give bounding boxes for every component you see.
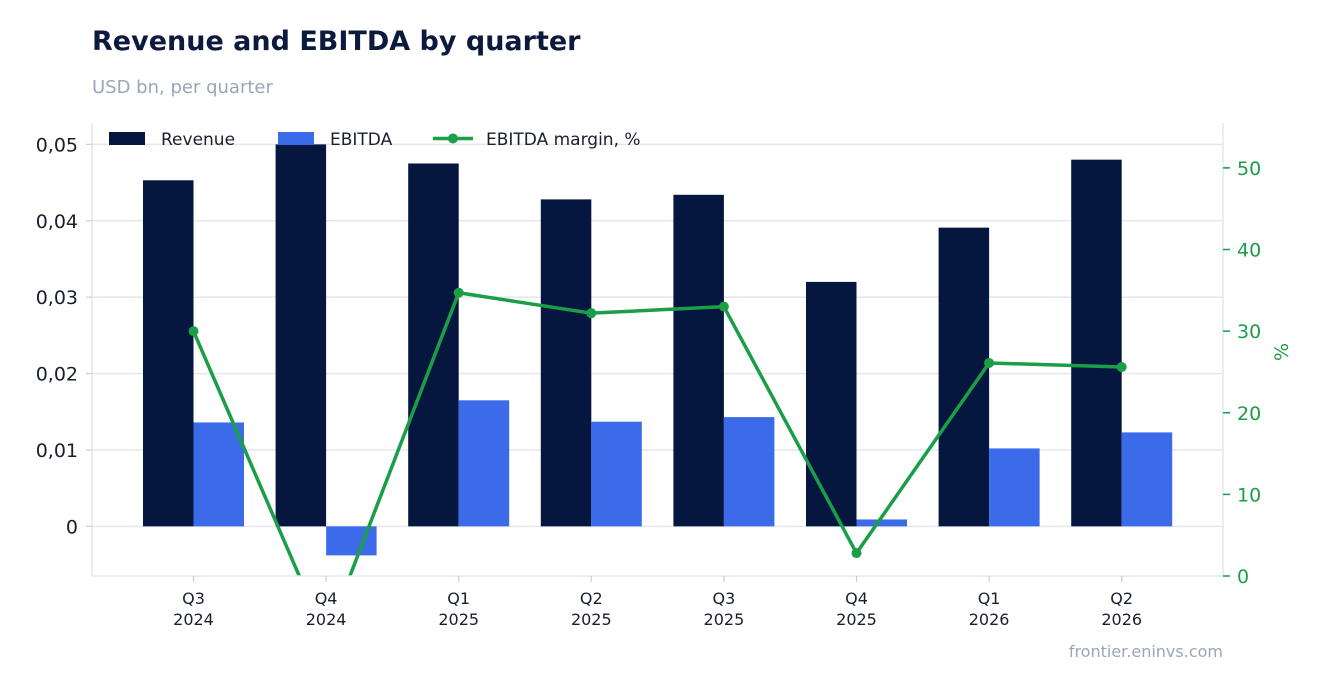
gridlines [92, 143, 1223, 528]
legend-label-margin: EBITDA margin, % [486, 130, 641, 150]
revenue-bar [673, 194, 724, 527]
x-tick-label-year: 2024 [306, 610, 347, 629]
right-tick-label: 40 [1237, 240, 1261, 262]
axes: 0 0,01 0,02 0,03 0,04 0,05 0 10 20 30 40 50% Q3 2024 Q… [36, 123, 1293, 629]
ebitda-bar [458, 400, 510, 527]
right-tick-label: 30 [1237, 321, 1261, 343]
margin-line-path [191, 291, 1122, 576]
ebitda-bar [193, 422, 244, 527]
x-tick-label-quarter: Q1 [447, 589, 470, 608]
ebitda-bar [856, 519, 907, 527]
bars [143, 144, 1173, 556]
left-tick-label: 0,04 [36, 211, 78, 233]
x-tick-label-year: 2025 [704, 610, 745, 629]
x-tick-label-quarter: Q2 [1110, 589, 1133, 608]
margin-point [321, 633, 331, 643]
margin-point [1116, 362, 1127, 373]
revenue-bar [806, 281, 857, 527]
revenue-bar [408, 163, 459, 527]
ebitda-bar [1121, 432, 1173, 527]
x-tick-label-year: 2026 [1101, 610, 1142, 629]
margin-point [851, 548, 862, 559]
legend-label-revenue: Revenue [161, 130, 235, 150]
legend-swatch-revenue [109, 132, 145, 145]
ebitda-bar [723, 417, 775, 527]
left-tick-label: 0,05 [36, 134, 78, 156]
right-tick-label: 0 [1237, 566, 1249, 588]
x-tick-label-year: 2025 [438, 610, 479, 629]
revenue-bar [275, 144, 327, 527]
chart-title: Revenue and EBITDA by quarter [92, 26, 581, 57]
ebitda-bar [989, 448, 1040, 527]
revenue-bar [540, 199, 592, 527]
right-tick-label: 20 [1237, 403, 1261, 425]
chart-subtitle: USD bn, per quarter [92, 77, 273, 98]
left-tick-label: 0,01 [36, 440, 78, 462]
margin-point [188, 326, 199, 337]
right-axis-label: % [1271, 343, 1293, 361]
margin-point [718, 301, 729, 312]
left-tick-label: 0,02 [36, 364, 78, 386]
legend-marker-margin [448, 133, 458, 144]
legend-label-ebitda: EBITDA [330, 130, 393, 150]
revenue-bar [1071, 159, 1122, 527]
margin-point [586, 308, 597, 319]
x-tick-label-quarter: Q4 [315, 589, 338, 608]
revenue-bar [143, 180, 194, 527]
margin-point [984, 357, 995, 368]
left-tick-label: 0,03 [36, 287, 78, 309]
x-tick-label-quarter: Q3 [182, 589, 205, 608]
revenue-bar [938, 227, 990, 527]
source-credit: frontier.eninvs.com [1068, 642, 1223, 661]
right-tick-label: 10 [1237, 484, 1261, 506]
legend-swatch-ebitda [278, 132, 314, 145]
x-tick-label-year: 2025 [836, 610, 877, 629]
x-tick-label-year: 2024 [173, 610, 214, 629]
x-tick-label-year: 2026 [969, 610, 1010, 629]
x-tick-label-quarter: Q1 [978, 589, 1001, 608]
x-tick-label-quarter: Q2 [580, 589, 603, 608]
margin-point [453, 287, 464, 298]
x-tick-label-year: 2025 [571, 610, 612, 629]
x-tick-label-quarter: Q3 [713, 589, 736, 608]
x-tick-label-quarter: Q4 [845, 589, 868, 608]
right-tick-label: 50 [1237, 158, 1261, 180]
margin-line [188, 287, 1127, 643]
ebitda-bar [591, 421, 642, 527]
legend: Revenue EBITDA EBITDA margin, % [109, 130, 641, 150]
left-tick-label: 0 [66, 516, 78, 538]
